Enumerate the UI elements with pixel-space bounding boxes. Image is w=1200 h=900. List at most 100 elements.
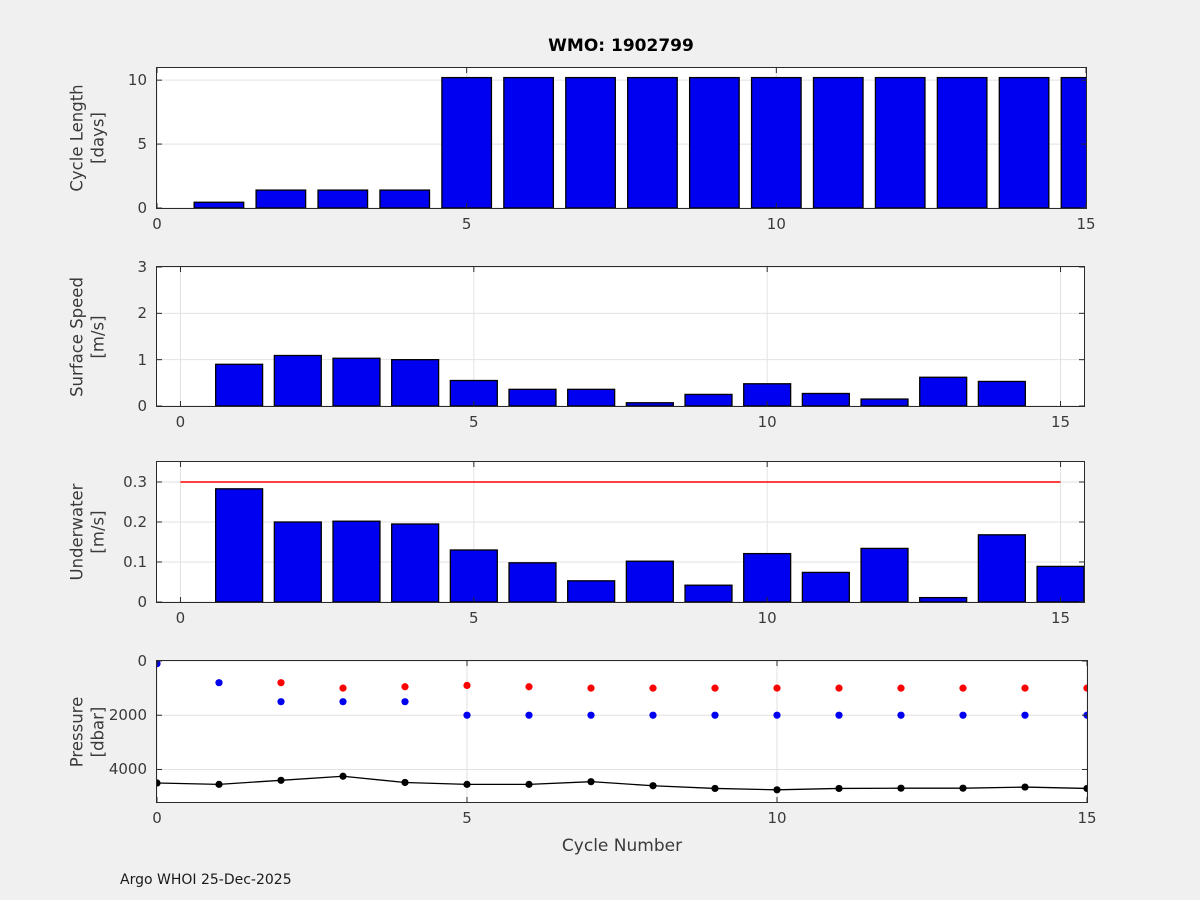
profile-pressure-blue-point [157, 661, 161, 668]
park-pressure-red-point [587, 684, 595, 692]
underwater-speed-bar [391, 523, 440, 602]
park-pressure-red-point [1021, 684, 1029, 692]
max-depth-black-point [1021, 783, 1029, 791]
park-pressure-red-point [773, 684, 781, 692]
cycle-length-bar [379, 189, 431, 208]
underwater-speed-y-axis-label: Underwater [m/s] [67, 483, 107, 581]
max-depth-black-point [835, 784, 843, 793]
park-pressure-red-point [339, 684, 347, 692]
cycle-length-bar [750, 76, 802, 208]
cycle-length-bar [317, 189, 369, 208]
surface-speed-bar [391, 359, 440, 406]
pressure-ytick-label: 0 [137, 652, 147, 670]
cycle-length-bar [441, 76, 493, 208]
max-depth-black-point [215, 780, 223, 788]
underwater-speed-bar [801, 571, 850, 602]
surface-speed-bar [919, 376, 968, 406]
surface-speed-ytick-label: 1 [137, 350, 147, 369]
cycle-length-bar [1060, 76, 1086, 208]
park-pressure-red-point [277, 679, 285, 687]
park-pressure-red-point [463, 681, 471, 690]
profile-pressure-blue-point [587, 711, 595, 719]
profile-pressure-blue-point [773, 711, 781, 719]
profile-pressure-blue-point [339, 698, 347, 706]
park-pressure-red-point [835, 684, 843, 692]
underwater-speed-plot [157, 462, 1084, 602]
underwater-speed-bar [919, 596, 968, 602]
park-pressure-red-point [897, 684, 905, 692]
max-depth-black-point [959, 784, 967, 792]
cycle-length-panel [156, 67, 1087, 209]
max-depth-black-line [157, 775, 1087, 791]
underwater-speed-bar [273, 521, 322, 602]
surface-speed-bar [273, 354, 322, 406]
profile-pressure-blue-point [277, 698, 285, 706]
surface-speed-bar [508, 388, 557, 406]
pressure-xtick-label: 10 [767, 809, 787, 827]
pressure-y-axis-label: Pressure [dbar] [67, 696, 107, 767]
surface-speed-xtick-label: 10 [757, 413, 777, 431]
park-pressure-red-point [525, 683, 533, 691]
profile-pressure-blue-point [835, 711, 843, 719]
profile-pressure-blue-point [215, 679, 223, 687]
surface-speed-y-axis-label: Surface Speed [m/s] [67, 276, 107, 397]
surface-speed-bar [567, 388, 616, 406]
pressure-ytick-label: 4000 [108, 760, 147, 779]
cycle-length-plot [157, 68, 1086, 208]
cycle-length-bar [874, 76, 926, 208]
cycle-length-bar [565, 76, 616, 208]
underwater-speed-bar [743, 552, 792, 602]
max-depth-black-point [277, 776, 285, 784]
profile-pressure-blue-point [525, 711, 533, 719]
surface-speed-panel [156, 266, 1085, 407]
figure-title: WMO: 1902799 [548, 36, 694, 56]
surface-speed-bar [684, 393, 733, 406]
surface-speed-xtick-label: 5 [469, 413, 479, 431]
cycle-length-bar [812, 76, 864, 208]
underwater-speed-xtick-label: 5 [469, 609, 479, 627]
profile-pressure-blue-point [959, 711, 967, 719]
max-depth-black-point [525, 780, 533, 788]
underwater-speed-bar [684, 584, 733, 602]
pressure-panel [156, 660, 1088, 803]
surface-speed-bar [332, 357, 381, 406]
max-depth-black-point [711, 784, 719, 793]
underwater-speed-bar [332, 520, 381, 602]
underwater-speed-bar [215, 488, 264, 602]
cycle-length-bar [936, 76, 988, 208]
profile-pressure-blue-point [711, 711, 719, 719]
footer-annotation: Argo WHOI 25-Dec-2025 [120, 872, 292, 888]
cycle-length-ytick-label: 10 [127, 71, 147, 90]
underwater-speed-bar [508, 562, 557, 602]
max-depth-black-point [157, 779, 161, 787]
underwater-speed-xtick-label: 10 [757, 609, 777, 627]
profile-pressure-blue-point [463, 711, 471, 719]
surface-speed-bar [801, 392, 850, 406]
profile-pressure-blue-point [1021, 711, 1029, 719]
cycle-length-bar [627, 76, 678, 208]
underwater-speed-ytick-label: 0.3 [123, 473, 147, 491]
park-pressure-red-point [401, 683, 409, 691]
pressure-xtick-label: 0 [152, 809, 162, 827]
surface-speed-plot [157, 267, 1084, 406]
surface-speed-ytick-label: 2 [137, 304, 147, 323]
cycle-length-y-axis-label: Cycle Length [days] [67, 84, 107, 192]
underwater-speed-bar [625, 560, 674, 602]
park-pressure-red-point [711, 684, 719, 692]
underwater-speed-xtick-label: 0 [175, 609, 186, 627]
cycle-length-xtick-label: 5 [461, 215, 472, 233]
surface-speed-ytick-label: 0 [137, 397, 147, 415]
surface-speed-bar [977, 380, 1026, 406]
max-depth-black-point [463, 780, 471, 788]
cycle-length-bar [503, 76, 555, 208]
surface-speed-xtick-label: 15 [1050, 413, 1071, 431]
max-depth-black-point [649, 782, 657, 790]
surface-speed-bar [215, 363, 264, 406]
surface-speed-bar [743, 383, 792, 406]
underwater-speed-ytick-label: 0 [137, 593, 147, 611]
park-pressure-red-point [649, 684, 657, 692]
underwater-speed-bar [977, 534, 1026, 602]
max-depth-black-point [339, 772, 347, 780]
surface-speed-bar [860, 398, 909, 406]
